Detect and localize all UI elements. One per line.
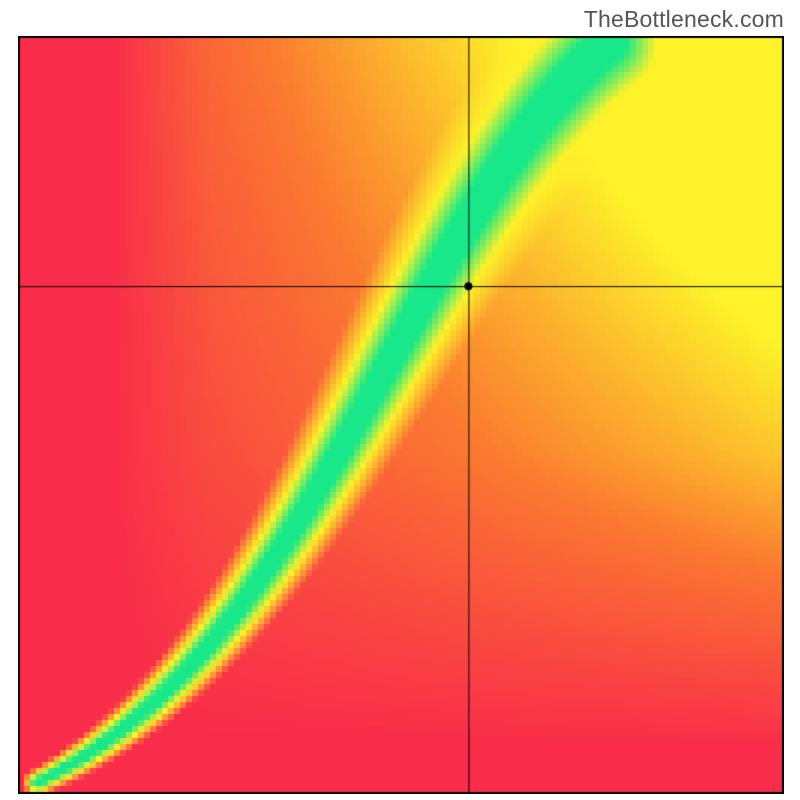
chart-area — [18, 36, 784, 794]
watermark-text: TheBottleneck.com — [584, 6, 784, 33]
heatmap-canvas — [18, 36, 784, 794]
page-container: TheBottleneck.com — [0, 0, 800, 800]
